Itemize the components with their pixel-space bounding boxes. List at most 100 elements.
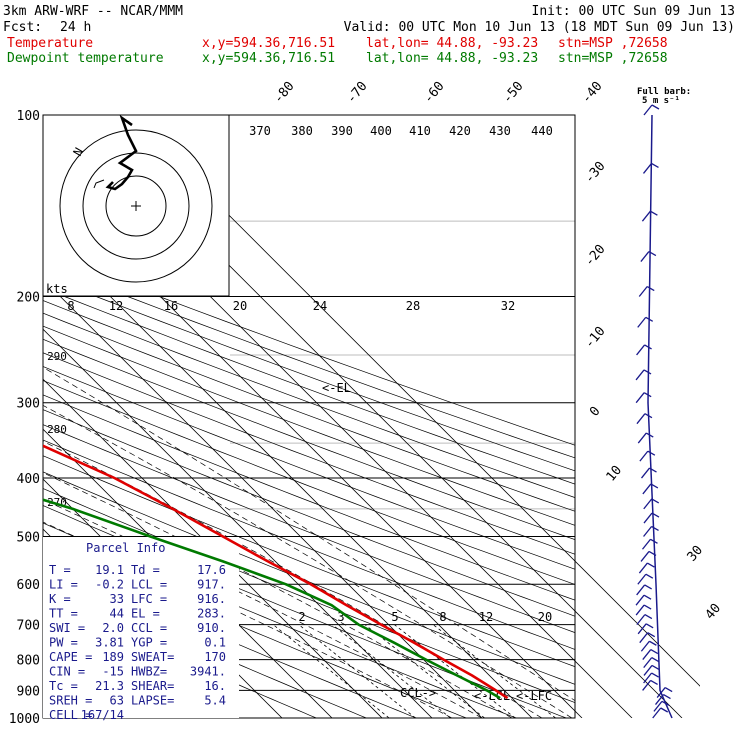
plot-frame bbox=[42, 114, 576, 719]
wind-barb-flag bbox=[646, 285, 655, 292]
dewpoint-legend-name: Dewpoint temperature bbox=[7, 51, 164, 66]
parcel-info-cell: 21.3 bbox=[95, 679, 124, 693]
wind-barb-flag bbox=[651, 657, 660, 663]
lfc-marker: <-LFC bbox=[516, 689, 552, 703]
wind-barb bbox=[653, 700, 663, 712]
isotherm-label: -60 bbox=[421, 79, 448, 107]
wind-barb bbox=[640, 551, 650, 562]
pressure-label-700: 700 bbox=[17, 619, 40, 634]
wind-barb-flag bbox=[650, 679, 658, 685]
wind-barbs-column bbox=[635, 104, 673, 719]
forecast-hour: 24 h bbox=[60, 20, 91, 35]
wind-barb-flag bbox=[643, 594, 652, 600]
wind-barb-flag bbox=[643, 604, 652, 610]
hodograph-scale-label: 32 bbox=[501, 299, 515, 313]
temperature-legend-latlon: lat,lon= 44.88, -93.23 bbox=[366, 36, 538, 51]
forecast-label: Fcst: bbox=[3, 20, 42, 35]
parcel-info-cell: 170 bbox=[204, 650, 226, 664]
barb-legend-speed: 5 m s⁻¹ bbox=[642, 96, 680, 106]
parcel-info-cell: SHEAR= bbox=[131, 679, 174, 693]
dry-adiabat bbox=[43, 597, 318, 718]
dewpoint-legend-latlon: lat,lon= 44.88, -93.23 bbox=[366, 51, 538, 66]
mixing-ratio-line bbox=[272, 624, 390, 718]
wind-barb bbox=[642, 483, 652, 495]
pressure-label-400: 400 bbox=[17, 472, 40, 487]
dry-adiabat bbox=[43, 409, 575, 617]
isotherm-label: 30 bbox=[685, 543, 707, 565]
el-marker: <-EL bbox=[322, 381, 351, 395]
dry-adiabat bbox=[43, 325, 575, 526]
theta-side-label: 280 bbox=[47, 423, 67, 436]
wind-barb-flag bbox=[644, 584, 652, 590]
valid-time: Valid: 00 UTC Mon 10 Jun 13 (18 MDT Sun … bbox=[344, 20, 735, 35]
parcel-info-cell: 33 bbox=[110, 592, 124, 606]
hodograph-scale-label: 28 bbox=[406, 299, 420, 313]
mixing-ratio-line bbox=[432, 624, 556, 718]
isotherm-line bbox=[43, 115, 433, 718]
dry-adiabat bbox=[43, 251, 575, 446]
parcel-info-cell: 44 bbox=[110, 607, 124, 621]
wind-barb-flag bbox=[643, 369, 652, 375]
pressure-label-1000: 1000 bbox=[9, 712, 40, 727]
parcel-info-cell: 3941. bbox=[190, 665, 226, 679]
wind-barb bbox=[641, 538, 652, 550]
dry-adiabat bbox=[43, 455, 575, 668]
isotherm-label: -40 bbox=[579, 79, 606, 107]
wind-barb bbox=[637, 623, 647, 635]
wind-barb-flag bbox=[664, 687, 673, 693]
isotherm-line bbox=[43, 115, 533, 718]
wind-barb bbox=[636, 614, 646, 626]
parcel-info-cell: Tc = bbox=[49, 679, 78, 693]
theta-label: 430 bbox=[489, 124, 511, 138]
parcel-info-cell: SWI = bbox=[49, 621, 85, 635]
temperature-legend-stn: stn=MSP ,72658 bbox=[558, 36, 668, 51]
wind-barb-flag bbox=[650, 648, 659, 655]
wind-barb bbox=[643, 512, 653, 524]
wind-barb bbox=[635, 604, 645, 616]
theta-label: 390 bbox=[331, 124, 353, 138]
dewpoint-line bbox=[43, 498, 501, 700]
dewpoint-legend-stn: stn=MSP ,72658 bbox=[558, 51, 668, 66]
wind-barb bbox=[641, 210, 651, 222]
wind-barb-flag bbox=[645, 623, 654, 629]
isotherm-label: 10 bbox=[604, 463, 626, 485]
wind-barb-flag bbox=[649, 640, 657, 646]
parcel-info-cell: CCL = bbox=[131, 621, 167, 635]
wind-barb-flag bbox=[651, 664, 660, 671]
parcel-info-cell: LCL = bbox=[131, 578, 167, 592]
mixing-ratio-label: 12 bbox=[479, 610, 493, 624]
parcel-info-cell: CAPE = bbox=[49, 650, 92, 664]
hodograph-ring bbox=[82, 152, 190, 260]
dry-adiabat bbox=[43, 424, 575, 633]
mixing-ratio-label: 2 bbox=[298, 610, 305, 624]
parcel-info-cell: LAPSE= bbox=[131, 694, 174, 708]
moist-adiabat bbox=[43, 472, 513, 718]
wind-barb-flag bbox=[647, 450, 656, 456]
hodograph-scale-label: 16 bbox=[164, 299, 178, 313]
pressure-label-300: 300 bbox=[17, 397, 40, 412]
wind-barb-flag bbox=[644, 614, 653, 620]
pressure-label-100: 100 bbox=[17, 109, 40, 124]
parcel-info-cell: -15 bbox=[102, 665, 124, 679]
parcel-info-cell: 283. bbox=[197, 607, 226, 621]
parcel-info-cell: SWEAT= bbox=[131, 650, 174, 664]
wind-barb-flag bbox=[651, 162, 659, 169]
wind-barb bbox=[643, 657, 653, 669]
parcel-info-cell: 63 bbox=[110, 694, 124, 708]
pressure-label-600: 600 bbox=[17, 578, 40, 593]
wind-barb bbox=[643, 672, 653, 684]
hodograph-scale-label: 8 bbox=[67, 299, 74, 313]
temperature-legend-xy: x,y=594.36,716.51 bbox=[202, 36, 335, 51]
wind-barb bbox=[643, 526, 653, 537]
hodograph-scale-label: 24 bbox=[313, 299, 327, 313]
init-time: Init: 00 UTC Sun 09 Jun 13 bbox=[532, 4, 736, 19]
parcel-info-cell: 16. bbox=[204, 679, 226, 693]
temperature-legend-name: Temperature bbox=[7, 36, 93, 51]
parcel-info-panel: Parcel Info T = 19.1 Td = 17.6 LI = -0.2 LCL = 9… bbox=[43, 537, 239, 722]
dewpoint-legend-xy: x,y=594.36,716.51 bbox=[202, 51, 335, 66]
model-title: 3km ARW-WRF -- NCAR/MMM bbox=[3, 4, 183, 19]
temperature-line bbox=[43, 444, 509, 700]
wind-barb bbox=[642, 680, 652, 691]
wind-barb-flag bbox=[647, 562, 655, 568]
